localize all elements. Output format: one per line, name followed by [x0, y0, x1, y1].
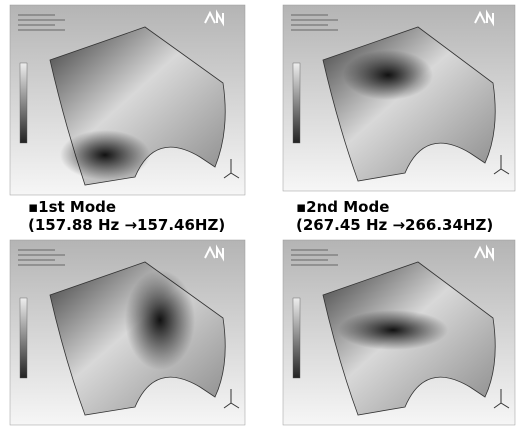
- mode-shape-contour: [343, 50, 433, 100]
- mode-shape-contour: [338, 310, 448, 350]
- ansys-screenshot: [10, 5, 245, 195]
- caption-mode: ▪1st Mode: [28, 198, 116, 216]
- ansys-screenshot: [283, 5, 515, 191]
- ansys-screenshot: [283, 240, 515, 425]
- legend-colorbar: [293, 63, 300, 143]
- figure: ▪1st Mode (157.88 Hz →157.46HZ) ▪2nd Mod…: [0, 0, 527, 427]
- mode-shape-contour: [60, 130, 150, 180]
- caption-frequency: (267.45 Hz →266.34HZ): [296, 216, 493, 234]
- legend-colorbar: [20, 63, 27, 143]
- ansys-screenshot: [10, 240, 245, 425]
- page: ▪1st Mode (157.88 Hz →157.46HZ) ▪2nd Mod…: [0, 0, 527, 427]
- caption-frequency: (157.88 Hz →157.46HZ): [28, 216, 225, 234]
- legend-colorbar: [293, 298, 300, 378]
- legend-colorbar: [20, 298, 27, 378]
- caption-mode: ▪2nd Mode: [296, 198, 389, 216]
- mode-shape-contour: [125, 270, 195, 370]
